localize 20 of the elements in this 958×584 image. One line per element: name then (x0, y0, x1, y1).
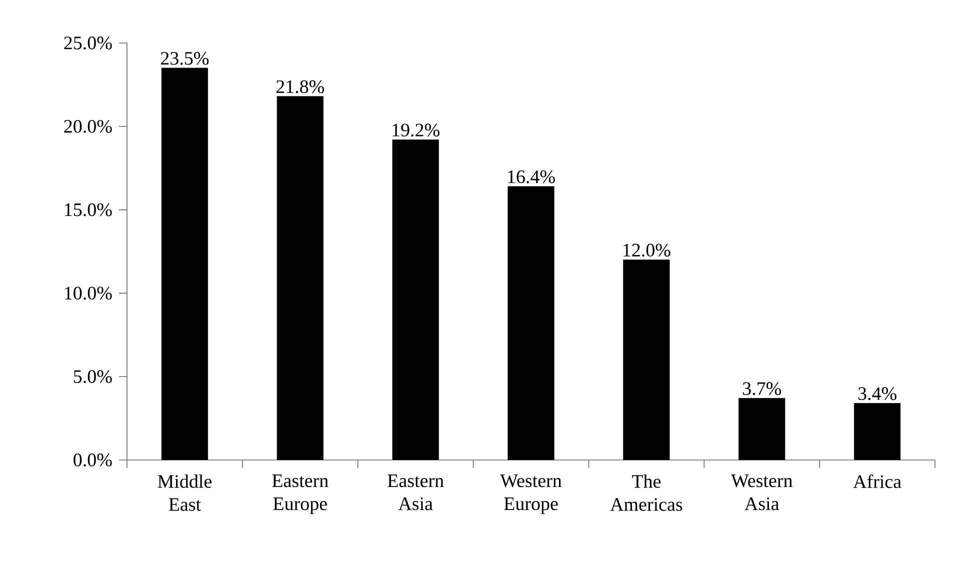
x-tick-label: The Americas (610, 474, 682, 511)
y-tick-label: 25.0% (64, 36, 112, 50)
y-tick-label: 10.0% (65, 286, 112, 300)
data-label: 3.7% (742, 382, 781, 396)
y-tick-label: 5.0% (74, 370, 112, 384)
x-tick-label: Eastern Asia (388, 474, 444, 510)
x-tick-label: Western Asia (730, 474, 792, 510)
data-label: 12.0% (624, 244, 670, 257)
x-tick-label: Middle East (158, 474, 212, 511)
x-tick-label: Eastern Europe (272, 474, 328, 514)
data-label: 16.4% (508, 170, 555, 184)
y-tick-label: 0.0% (74, 454, 112, 466)
y-tick-label: 15.0% (65, 203, 112, 216)
data-label: 3.4% (858, 387, 896, 400)
data-label: 21.8% (276, 80, 324, 94)
y-tick-label: 20.0% (64, 120, 112, 133)
x-tick-label: Africa (853, 474, 902, 488)
x-tick-label: Western Europe (500, 474, 562, 514)
data-label: 23.5% (161, 52, 209, 65)
data-label: 19.2% (392, 124, 440, 137)
